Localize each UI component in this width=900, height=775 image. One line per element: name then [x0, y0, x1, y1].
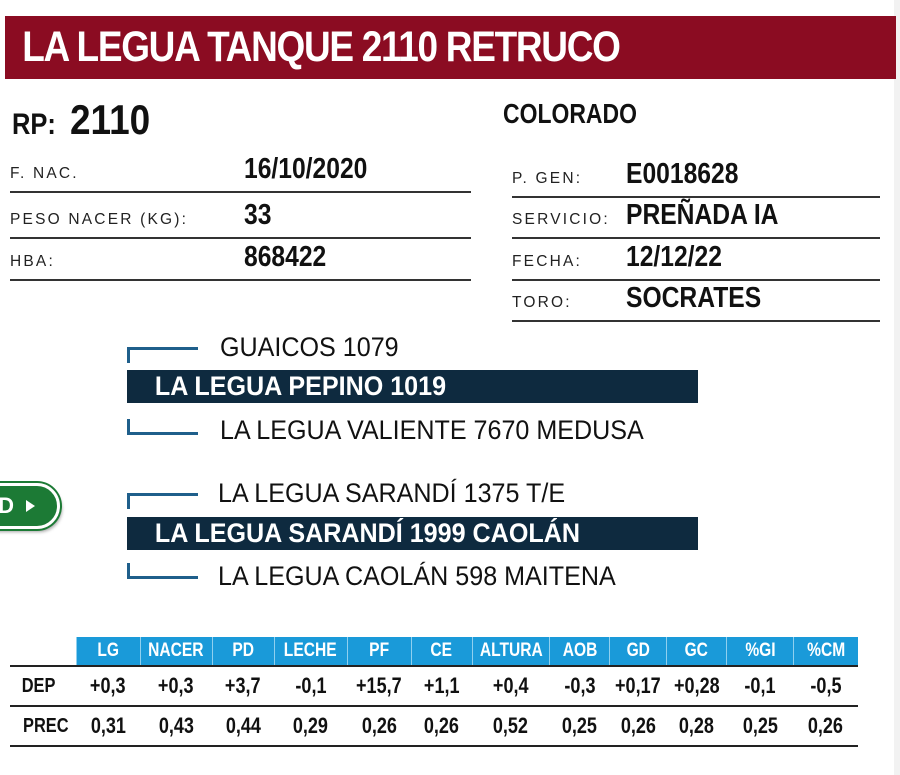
- cell: 0,31: [90, 713, 126, 738]
- cell: -0,3: [564, 673, 596, 698]
- dam-bar: LA LEGUA SARANDÍ 1999 CAOLÁN: [127, 517, 698, 550]
- pedigree-bracket-bottom: [127, 419, 198, 435]
- field-value: 33: [244, 199, 272, 231]
- row-label: DEP: [21, 674, 56, 697]
- cell: 0,25: [742, 713, 778, 738]
- field-bull: TORO: SOCRATES: [512, 280, 880, 322]
- col-header: PD: [211, 637, 274, 666]
- col-header: ALTURA: [471, 637, 550, 666]
- cell: 0,26: [808, 713, 844, 738]
- field-label: TORO:: [512, 294, 572, 311]
- pedigree-bracket-bottom: [127, 563, 198, 579]
- pedigree-bracket-top: [127, 347, 198, 363]
- col-header: %CM: [793, 637, 858, 666]
- field-value: 12/12/22: [626, 241, 722, 273]
- sire-sire-name: GUAICOS 1079: [220, 332, 399, 362]
- page-edge: [894, 0, 900, 775]
- dam-sire-name: LA LEGUA SARANDÍ 1375 T/E: [218, 478, 566, 508]
- cell: +0,28: [673, 673, 720, 698]
- cell: +0,17: [615, 673, 662, 698]
- field-value: PREÑADA IA: [626, 199, 779, 231]
- col-header: AOB: [549, 637, 610, 666]
- table-row-dep: DEP +0,3 +0,3 +3,7 -0,1 +15,7 +1,1 +0,4 …: [10, 666, 858, 706]
- cell: 0,26: [361, 713, 397, 738]
- cell: -0,1: [294, 673, 327, 698]
- field-label: HBA:: [10, 253, 55, 270]
- field-label: P. GEN:: [512, 170, 583, 187]
- cell: 0,25: [562, 713, 598, 738]
- col-header: LG: [75, 637, 140, 666]
- field-hba: HBA: 868422: [10, 239, 471, 281]
- rp-block: RP: 2110: [12, 96, 161, 144]
- col-header: %GI: [726, 637, 794, 666]
- field-birth-date: F. NAC. 16/10/2020: [10, 151, 471, 193]
- cell: 0,28: [679, 713, 715, 738]
- col-header: CE: [410, 637, 472, 666]
- video-play-button[interactable]: D: [0, 483, 60, 529]
- cell: +15,7: [356, 673, 402, 698]
- col-header: PF: [346, 637, 411, 666]
- cell: 0,26: [620, 713, 656, 738]
- field-value: 16/10/2020: [244, 153, 368, 185]
- play-arrow-icon: [26, 500, 35, 512]
- row-label: PREC: [23, 714, 69, 737]
- epd-header-row: LG NACER PD LECHE PF CE ALTURA AOB GD GC…: [10, 637, 858, 666]
- sire-dam-name: LA LEGUA VALIENTE 7670 MEDUSA: [220, 415, 644, 445]
- col-header: GD: [609, 637, 667, 666]
- cell: +0,4: [493, 673, 529, 698]
- cell: -0,5: [810, 673, 842, 698]
- cell: +0,3: [158, 673, 194, 698]
- field-label: SERVICIO:: [512, 211, 610, 228]
- dam-name: LA LEGUA SARANDÍ 1999 CAOLÁN: [154, 518, 580, 548]
- field-value: SOCRATES: [626, 282, 762, 314]
- animal-title-bar: LA LEGUA TANQUE 2110 RETRUCO: [5, 16, 896, 79]
- table-row-prec: PREC 0,31 0,43 0,44 0,29 0,26 0,26 0,52 …: [10, 706, 858, 746]
- cell: 0,43: [158, 713, 194, 738]
- coat-color: COLORADO: [503, 98, 637, 129]
- cell: 0,26: [423, 713, 460, 738]
- cell: +0,3: [90, 673, 126, 698]
- field-value: E0018628: [626, 158, 739, 190]
- field-value: 868422: [244, 241, 327, 273]
- field-date: FECHA: 12/12/22: [512, 239, 880, 281]
- cell: 0,52: [493, 713, 529, 738]
- field-p-gen: P. GEN: E0018628: [512, 156, 880, 198]
- col-header: GC: [666, 637, 727, 666]
- header-blank: [10, 637, 76, 666]
- field-birth-weight: PESO NACER (KG): 33: [10, 197, 471, 239]
- sire-bar: LA LEGUA PEPINO 1019: [127, 370, 698, 403]
- button-label: D: [0, 493, 14, 518]
- dam-dam-name: LA LEGUA CAOLÁN 598 MAITENA: [218, 561, 616, 591]
- field-label: F. NAC.: [10, 165, 79, 182]
- field-label: FECHA:: [512, 253, 583, 270]
- cell: 0,44: [225, 713, 261, 738]
- cell: +1,1: [423, 673, 460, 698]
- epd-table: LG NACER PD LECHE PF CE ALTURA AOB GD GC…: [10, 637, 858, 747]
- cell: +3,7: [225, 673, 261, 698]
- cell: 0,29: [292, 713, 329, 738]
- rp-value: 2110: [69, 96, 150, 143]
- animal-name: LA LEGUA TANQUE 2110 RETRUCO: [22, 23, 621, 71]
- col-header: NACER: [139, 637, 212, 666]
- field-label: PESO NACER (KG):: [10, 211, 189, 228]
- rp-label: RP:: [12, 108, 56, 141]
- pedigree-bracket-top: [127, 493, 198, 509]
- field-service: SERVICIO: PREÑADA IA: [512, 197, 880, 239]
- sire-name: LA LEGUA PEPINO 1019: [154, 371, 447, 401]
- col-header: LECHE: [273, 637, 347, 666]
- cell: -0,1: [744, 673, 776, 698]
